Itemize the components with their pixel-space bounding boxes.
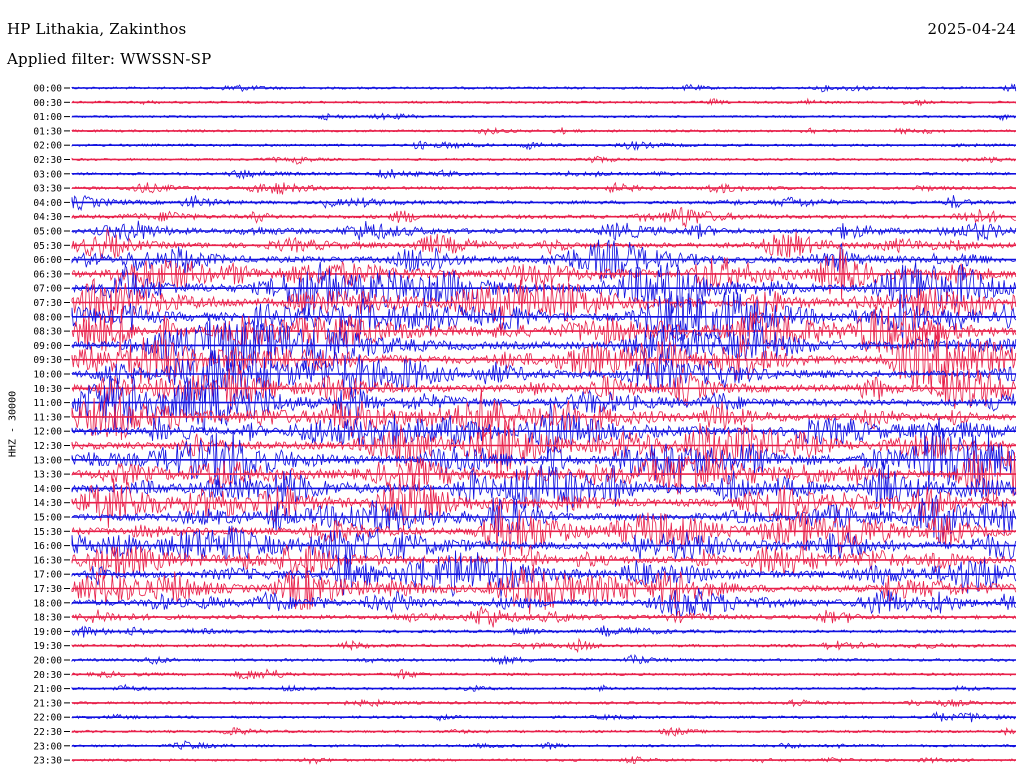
time-tick-label: 19:30 <box>33 641 62 652</box>
time-tick-label: 08:30 <box>33 327 62 338</box>
time-tick-label: 11:00 <box>33 398 62 409</box>
time-tick-label: 00:00 <box>33 84 62 95</box>
time-tick-label: 07:30 <box>33 298 62 309</box>
time-tick-label: 15:30 <box>33 527 62 538</box>
time-tick-label: 22:00 <box>33 713 62 724</box>
time-tick-label: 03:00 <box>33 169 62 180</box>
seismic-trace <box>71 277 1017 325</box>
time-tick-label: 10:30 <box>33 384 62 395</box>
time-tick-label: 10:00 <box>33 370 62 381</box>
seismic-trace <box>71 605 1017 628</box>
date-label: 2025-04-24 <box>927 20 1016 38</box>
time-tick-label: 12:00 <box>33 427 62 438</box>
seismic-trace <box>71 343 1017 407</box>
seismic-trace <box>71 388 1016 446</box>
time-tick-label: 13:30 <box>33 470 62 481</box>
time-tick-label: 18:00 <box>33 598 62 609</box>
time-tick-label: 21:00 <box>33 684 62 695</box>
time-tick-label: 06:30 <box>33 269 62 280</box>
time-tick-label: 06:00 <box>33 255 62 266</box>
time-tick-label: 05:00 <box>33 227 62 238</box>
time-tick-label: 01:30 <box>33 126 62 137</box>
time-tick-label: 16:00 <box>33 541 62 552</box>
seismic-trace <box>71 544 1017 579</box>
time-tick-label: 13:00 <box>33 455 62 466</box>
seismic-trace <box>71 461 1017 516</box>
time-tick-label: 11:30 <box>33 412 62 423</box>
time-tick-label: 18:30 <box>33 613 62 624</box>
time-tick-label: 17:30 <box>33 584 62 595</box>
time-tick-label: 09:30 <box>33 355 62 366</box>
time-tick-label: 21:30 <box>33 698 62 709</box>
time-tick-label: 07:00 <box>33 284 62 295</box>
seismic-trace <box>71 220 1017 242</box>
seismic-trace <box>71 306 1017 355</box>
station-title: HP Lithakia, Zakinthos <box>7 20 187 38</box>
time-tick-label: 22:30 <box>33 727 62 738</box>
seismic-trace <box>71 566 1017 615</box>
seismic-trace <box>71 403 1017 462</box>
time-tick-label: 05:30 <box>33 241 62 252</box>
time-tick-label: 00:30 <box>33 98 62 109</box>
time-tick-label: 02:30 <box>33 155 62 166</box>
time-tick-label: 23:30 <box>33 756 62 767</box>
time-tick-label: 15:00 <box>33 513 62 524</box>
time-tick-label: 17:00 <box>33 570 62 581</box>
time-tick-label: 20:30 <box>33 670 62 681</box>
time-tick-label: 02:00 <box>33 141 62 152</box>
seismic-trace <box>71 373 1017 433</box>
time-tick-label: 16:30 <box>33 555 62 566</box>
seismic-trace <box>71 447 1017 503</box>
time-tick-label: 03:30 <box>33 184 62 195</box>
time-tick-label: 04:30 <box>33 212 62 223</box>
time-tick-label: 14:30 <box>33 498 62 509</box>
time-tick-label: 01:00 <box>33 112 62 123</box>
time-tick-label: 08:00 <box>33 312 62 323</box>
time-tick-label: 14:00 <box>33 484 62 495</box>
time-tick-label: 04:00 <box>33 198 62 209</box>
seismic-trace <box>71 494 1017 543</box>
seismic-trace <box>71 417 1016 489</box>
time-tick-label: 09:00 <box>33 341 62 352</box>
time-tick-label: 23:00 <box>33 741 62 752</box>
time-tick-label: 20:00 <box>33 656 62 667</box>
filter-label: Applied filter: WWSSN-SP <box>7 50 212 68</box>
seismic-trace <box>71 364 1017 413</box>
time-tick-label: 19:00 <box>33 627 62 638</box>
time-tick-label: 12:30 <box>33 441 62 452</box>
